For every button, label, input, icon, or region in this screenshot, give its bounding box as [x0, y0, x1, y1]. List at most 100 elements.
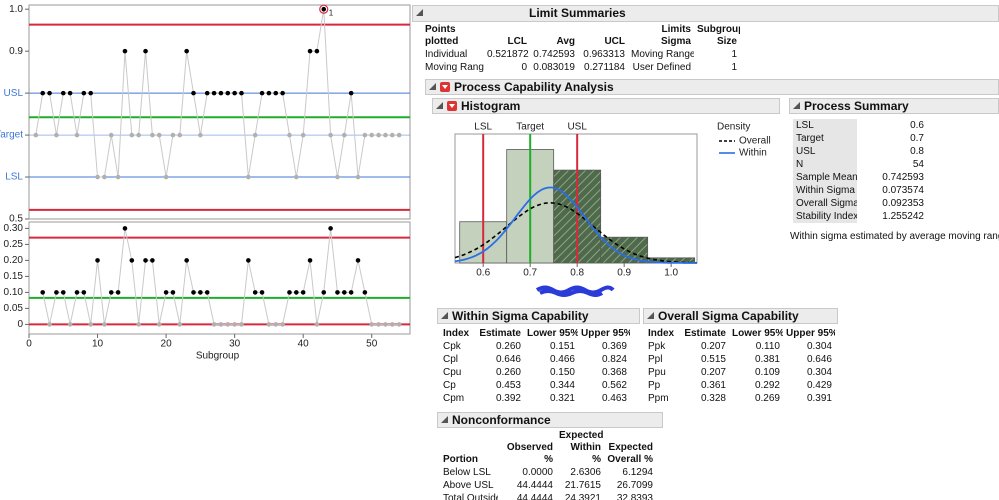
data-point	[81, 90, 87, 96]
data-point	[177, 132, 183, 138]
cell: 0.466	[549, 353, 575, 365]
data-point	[348, 290, 354, 295]
column-header: Portion	[443, 454, 478, 465]
data-point	[47, 90, 52, 96]
data-point	[225, 90, 231, 96]
data-point	[314, 322, 320, 327]
row-label: Ppl	[648, 353, 663, 365]
spec-label: Target	[516, 122, 544, 133]
cell: 0.562	[601, 379, 627, 391]
cell: 0.742593	[882, 171, 924, 183]
table-row: Target 0.7	[793, 132, 927, 145]
red-triangle-menu[interactable]	[447, 101, 457, 111]
data-point	[252, 132, 258, 138]
row-label: Individual	[425, 48, 468, 60]
data-point	[355, 258, 361, 263]
cell: 0.304	[806, 366, 832, 378]
row-label: Cpk	[443, 340, 461, 352]
cell: 0.328	[700, 392, 726, 404]
cell: 0.369	[601, 340, 627, 352]
table-row: Individual 0.521872 0.742593 0.963313 Moving…	[422, 48, 740, 61]
data-point	[163, 290, 169, 295]
cell: 0.824	[601, 353, 627, 365]
data-point	[239, 90, 244, 96]
data-point	[376, 322, 381, 327]
row-label: Cpm	[443, 392, 465, 404]
red-triangle-menu[interactable]	[440, 82, 450, 92]
row-label: Ppm	[648, 392, 669, 404]
data-point	[369, 322, 375, 327]
overall-capability-header[interactable]: Overall Sigma Capability	[643, 308, 838, 324]
data-point	[211, 90, 217, 96]
data-point	[143, 258, 148, 263]
cell: 0.463	[601, 392, 627, 404]
column-header: Lower 95%	[527, 328, 578, 339]
disclosure-icon[interactable]	[793, 102, 800, 109]
cell: 21.7615	[564, 479, 601, 491]
header-row: Points plotted LCL Avg UCL Limits Sigma Subgr…	[422, 24, 740, 48]
cell: 44.4444	[516, 479, 553, 491]
nonconformance-header[interactable]: Nonconformance	[437, 412, 663, 428]
cell: 0.344	[549, 379, 575, 391]
data-point	[328, 132, 333, 138]
x-tick-label: 40	[298, 339, 310, 350]
row-label: N	[793, 158, 857, 171]
data-point	[47, 322, 52, 327]
legend-title: Density	[717, 122, 750, 133]
table-row: Within Sigma 0.073574	[793, 184, 927, 197]
histogram-header[interactable]: Histogram	[432, 98, 780, 114]
within-capability-header[interactable]: Within Sigma Capability	[437, 308, 640, 324]
process-summary-header[interactable]: Process Summary	[789, 98, 999, 114]
column-header: Upper 95%	[581, 328, 630, 339]
cell: 0.271184	[584, 61, 625, 73]
disclosure-icon[interactable]	[416, 9, 423, 16]
y-tick-label: LSL	[5, 172, 23, 183]
table-row: Stability Index 1.255242	[793, 210, 927, 223]
cell: 0.321	[549, 392, 575, 404]
row-label: Above USL	[443, 479, 494, 491]
alarm-ring	[319, 4, 329, 14]
data-point	[129, 132, 135, 138]
y-tick-label: 1.0	[9, 4, 23, 15]
cell: User Defined	[632, 61, 691, 73]
disclosure-icon[interactable]	[436, 102, 443, 109]
column-header: Estimate	[479, 328, 521, 339]
column-header: Limits Sigma	[660, 24, 691, 47]
x-tick-label: 10	[92, 339, 104, 350]
cell: 2.6306	[570, 466, 601, 478]
disclosure-icon[interactable]	[441, 312, 448, 319]
overall-capability-table: Index Estimate Lower 95% Upper 95% Ppk 0.207 0…	[645, 327, 835, 405]
data-point	[369, 132, 375, 138]
redaction-scribble	[535, 285, 615, 297]
data-point	[95, 174, 100, 180]
section-title: Process Summary	[804, 99, 909, 113]
column-header: Observed %	[506, 442, 553, 465]
legend-label: Within	[739, 148, 767, 159]
data-point	[396, 322, 402, 327]
table-row: Cpu 0.260 0.150 0.368	[440, 366, 630, 379]
disclosure-icon[interactable]	[647, 312, 654, 319]
x-tick-label: 50	[366, 339, 378, 350]
capability-header[interactable]: Process Capability Analysis	[425, 79, 999, 95]
y-tick-label: 0.15	[4, 271, 24, 282]
data-point	[163, 174, 169, 180]
table-row: Pp 0.361 0.292 0.429	[645, 379, 835, 392]
limit-summaries-header[interactable]: Limit Summaries	[412, 5, 999, 22]
data-point	[362, 132, 368, 138]
cell: 0.083019	[533, 61, 575, 73]
column-header: Expected Overall %	[607, 442, 653, 465]
data-point	[376, 132, 381, 138]
table-row: Sample Mean 0.742593	[793, 171, 927, 184]
cell: 0.361	[700, 379, 726, 391]
column-header: Index	[648, 328, 675, 339]
disclosure-icon[interactable]	[429, 83, 436, 90]
summary-note: Within sigma estimated by average moving…	[790, 231, 999, 242]
data-point	[300, 132, 306, 138]
data-point	[287, 132, 292, 138]
data-point	[108, 290, 114, 295]
row-label: LSL	[793, 119, 857, 132]
data-point	[143, 48, 148, 54]
data-point	[115, 290, 121, 295]
disclosure-icon[interactable]	[441, 416, 448, 423]
data-point	[40, 290, 46, 295]
